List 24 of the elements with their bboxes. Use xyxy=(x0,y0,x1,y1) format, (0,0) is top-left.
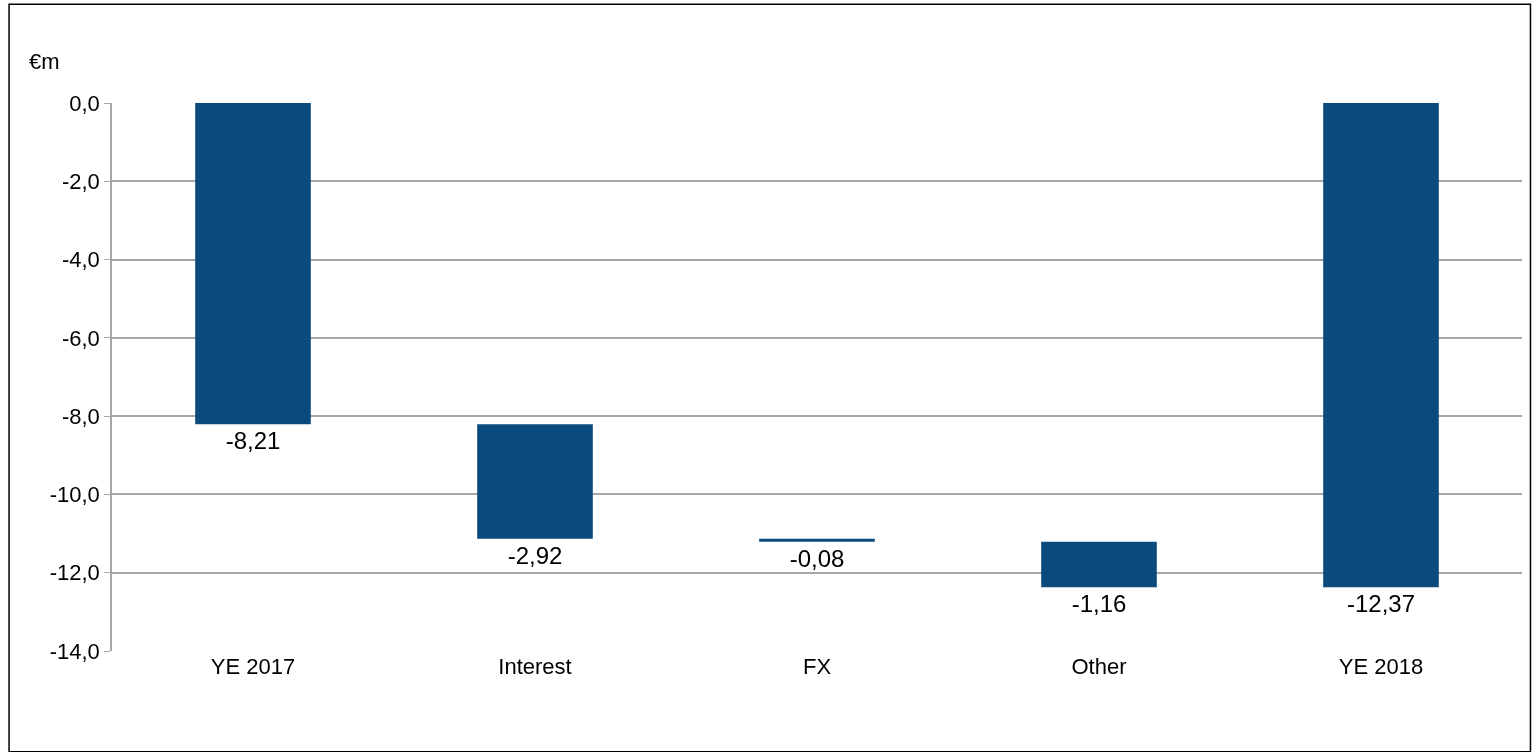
data-label: -12,37 xyxy=(1346,590,1416,618)
data-label: -1,16 xyxy=(1071,590,1127,618)
bar xyxy=(195,103,311,425)
y-axis-title: €m xyxy=(29,49,60,74)
data-label: -0,08 xyxy=(789,544,845,572)
y-tick-label: -6,0 xyxy=(61,325,100,351)
y-tick-label: -2,0 xyxy=(61,168,100,194)
y-tick-label: -8,0 xyxy=(61,403,100,429)
x-tick-label: FX xyxy=(802,654,832,679)
bar xyxy=(1323,103,1439,588)
x-tick-label: Interest xyxy=(498,654,572,679)
x-tick-label: Other xyxy=(1071,654,1127,679)
x-tick-label: YE 2017 xyxy=(210,654,296,679)
y-tick-label: -4,0 xyxy=(61,247,100,273)
bar xyxy=(759,538,875,542)
data-label: -8,21 xyxy=(225,427,281,455)
bar xyxy=(477,424,593,539)
y-tick-label: -14,0 xyxy=(49,638,100,664)
x-tick-label: YE 2018 xyxy=(1338,654,1424,679)
bar xyxy=(1041,541,1157,588)
data-label: -2,92 xyxy=(507,541,563,569)
y-tick-label: 0,0 xyxy=(69,90,100,116)
y-tick-label: -12,0 xyxy=(49,560,100,586)
y-tick-label: -10,0 xyxy=(49,482,100,508)
